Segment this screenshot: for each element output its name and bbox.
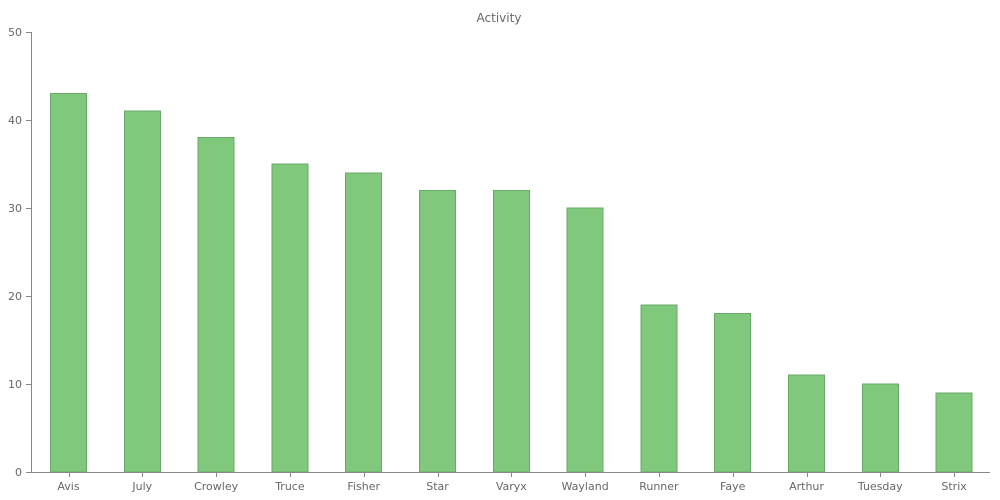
chart-title: Activity — [477, 11, 522, 25]
x-tick-label-crowley: Crowley — [194, 480, 239, 493]
bar-faye — [714, 313, 752, 473]
bar-avis — [50, 93, 87, 473]
x-tick-label-arthur: Arthur — [789, 480, 824, 493]
bars — [50, 93, 973, 473]
x-tick-label-july: July — [131, 480, 152, 493]
y-tick-label: 10 — [8, 378, 22, 391]
bar-arthur — [788, 374, 825, 473]
x-tick-label-strix: Strix — [941, 480, 967, 493]
bar-truce — [271, 163, 309, 473]
x-tick-label-star: Star — [426, 480, 449, 493]
bar-strix — [935, 392, 973, 473]
bar-tuesday — [861, 383, 899, 473]
y-axis-ticks: 0 10 20 30 40 50 — [8, 26, 31, 479]
bar-runner — [640, 304, 678, 473]
x-axis-ticks: Avis July Crowley Truce Fisher Star Varyx Wayla… — [57, 472, 967, 493]
x-tick-label-tuesday: Tuesday — [857, 480, 903, 493]
x-tick-label-truce: Truce — [274, 480, 305, 493]
bar-july — [123, 110, 161, 473]
y-tick-label: 0 — [15, 466, 22, 479]
y-tick-label: 30 — [8, 202, 22, 215]
y-tick-label: 40 — [8, 114, 22, 127]
bar-wayland — [566, 207, 604, 473]
x-tick-label-fisher: Fisher — [347, 480, 380, 493]
x-tick-label-wayland: Wayland — [562, 480, 609, 493]
x-tick-label-runner: Runner — [639, 480, 679, 493]
bar-varyx — [492, 189, 530, 473]
bar-fisher — [345, 172, 383, 473]
y-tick-label: 50 — [8, 26, 22, 39]
x-tick-label-faye: Faye — [720, 480, 746, 493]
bar-star — [419, 189, 456, 473]
x-tick-label-avis: Avis — [57, 480, 79, 493]
x-tick-label-varyx: Varyx — [496, 480, 527, 493]
y-tick-label: 20 — [8, 290, 22, 303]
bar-crowley — [197, 137, 235, 473]
